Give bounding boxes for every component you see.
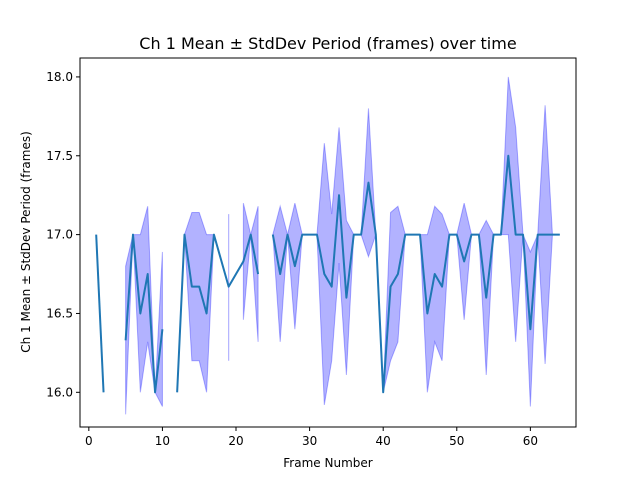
- x-axis-label: Frame Number: [283, 456, 372, 470]
- std-band-4: [242, 202, 259, 342]
- mean-line-layer: [95, 154, 560, 394]
- y-axis-label: Ch 1 Mean ± StdDev Period (frames): [19, 131, 33, 353]
- y-tick-label: 18.0: [46, 70, 73, 84]
- mean-line-0: [95, 234, 105, 393]
- mean-line-2: [176, 233, 260, 393]
- x-tick-label: 40: [376, 434, 391, 448]
- mean-line-3: [271, 154, 560, 394]
- mean-line-1: [124, 233, 164, 394]
- y-tick-label: 16.0: [46, 385, 73, 399]
- std-band-layer: [95, 76, 560, 415]
- x-ticks: 0 10 20 30 40 50 60: [85, 427, 538, 448]
- y-tick-label: 17.0: [46, 228, 73, 242]
- x-tick-label: 60: [523, 434, 538, 448]
- x-tick-label: 50: [449, 434, 464, 448]
- y-tick-label: 16.5: [46, 306, 73, 320]
- x-tick-label: 0: [85, 434, 93, 448]
- chart-title: Ch 1 Mean ± StdDev Period (frames) over …: [139, 34, 516, 53]
- y-ticks: 16.0 16.5 17.0 17.5 18.0: [46, 70, 80, 399]
- x-tick-label: 20: [228, 434, 243, 448]
- plot-frame: [79, 57, 577, 428]
- std-band-5: [272, 76, 560, 407]
- x-tick-label: 10: [155, 434, 170, 448]
- x-tick-label: 30: [302, 434, 317, 448]
- y-tick-label: 17.5: [46, 149, 73, 163]
